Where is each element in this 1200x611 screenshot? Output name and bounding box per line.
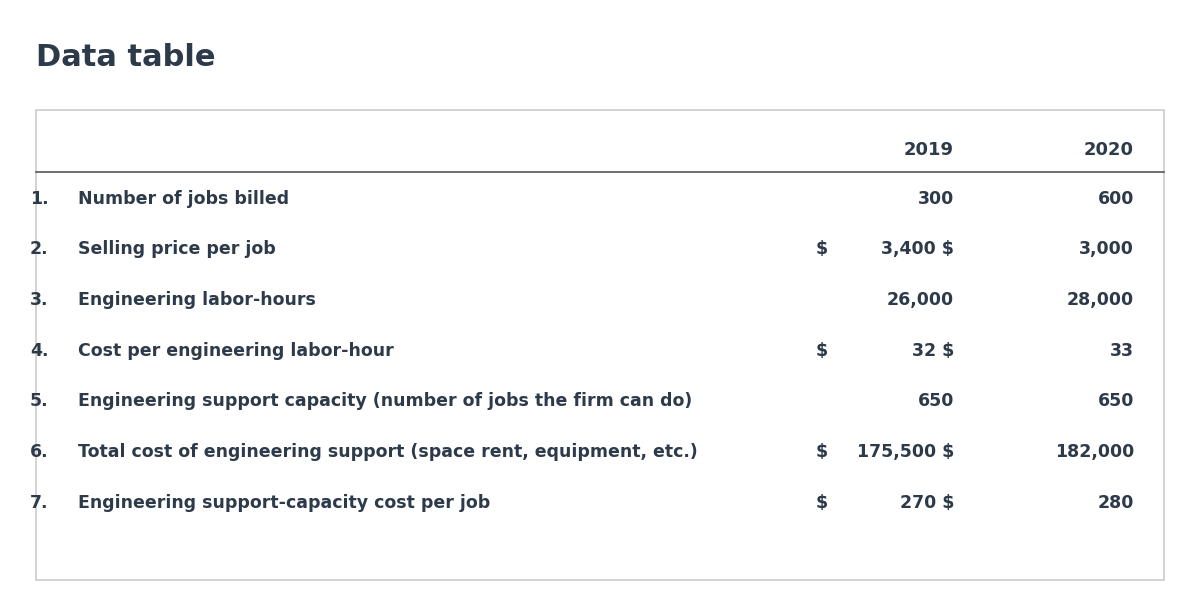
Text: Total cost of engineering support (space rent, equipment, etc.): Total cost of engineering support (space… bbox=[78, 443, 697, 461]
Text: 270 $: 270 $ bbox=[900, 494, 954, 512]
Text: 3,400 $: 3,400 $ bbox=[881, 240, 954, 258]
Text: Engineering support capacity (number of jobs the firm can do): Engineering support capacity (number of … bbox=[78, 392, 692, 411]
Text: $: $ bbox=[816, 240, 828, 258]
Text: 6.: 6. bbox=[30, 443, 49, 461]
Text: 1.: 1. bbox=[30, 189, 49, 208]
Text: 650: 650 bbox=[918, 392, 954, 411]
Text: Selling price per job: Selling price per job bbox=[78, 240, 276, 258]
Text: 2019: 2019 bbox=[904, 141, 954, 159]
Text: 26,000: 26,000 bbox=[887, 291, 954, 309]
Text: 2020: 2020 bbox=[1084, 141, 1134, 159]
Text: 280: 280 bbox=[1098, 494, 1134, 512]
Text: Engineering labor-hours: Engineering labor-hours bbox=[78, 291, 316, 309]
Text: 32 $: 32 $ bbox=[912, 342, 954, 360]
Text: $: $ bbox=[816, 494, 828, 512]
Text: Engineering support-capacity cost per job: Engineering support-capacity cost per jo… bbox=[78, 494, 491, 512]
Text: 300: 300 bbox=[918, 189, 954, 208]
Text: $: $ bbox=[816, 443, 828, 461]
Text: 175,500 $: 175,500 $ bbox=[857, 443, 954, 461]
Text: 7.: 7. bbox=[30, 494, 48, 512]
Text: Data table: Data table bbox=[36, 43, 216, 71]
Text: 650: 650 bbox=[1098, 392, 1134, 411]
Text: Number of jobs billed: Number of jobs billed bbox=[78, 189, 289, 208]
Text: 4.: 4. bbox=[30, 342, 48, 360]
Text: 2.: 2. bbox=[30, 240, 49, 258]
Text: 33: 33 bbox=[1110, 342, 1134, 360]
Text: $: $ bbox=[816, 342, 828, 360]
Text: 3.: 3. bbox=[30, 291, 48, 309]
Text: 5.: 5. bbox=[30, 392, 49, 411]
Text: 3,000: 3,000 bbox=[1079, 240, 1134, 258]
Text: 600: 600 bbox=[1098, 189, 1134, 208]
Text: Cost per engineering labor-hour: Cost per engineering labor-hour bbox=[78, 342, 394, 360]
Text: 28,000: 28,000 bbox=[1067, 291, 1134, 309]
Text: 182,000: 182,000 bbox=[1055, 443, 1134, 461]
